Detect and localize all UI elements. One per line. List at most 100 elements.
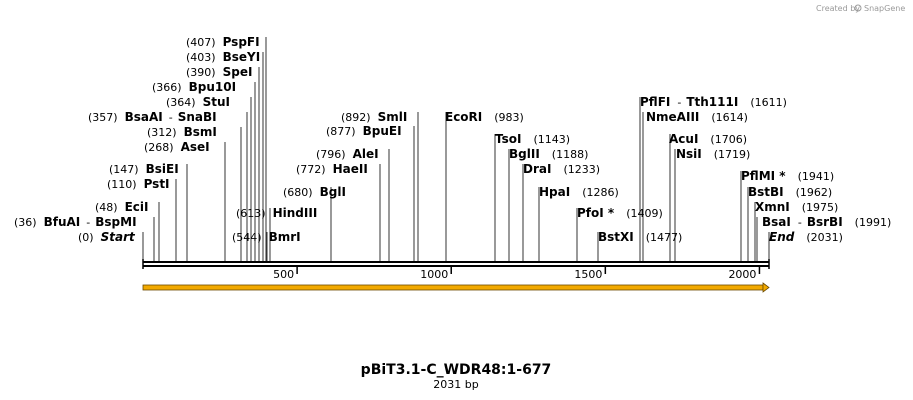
feature-arrow [142,282,770,293]
site-dash: - [677,96,681,109]
site-nsii: NsiI (1719) [674,147,751,261]
site-bsai: BsaI - BsrBI (1991) [756,215,891,261]
site-name: Bpu10I [189,80,236,94]
site-tsoi: TsoI (1143) [494,132,570,261]
site-dash: - [798,216,802,229]
site-xmni: XmnI (1975) [754,200,839,261]
ruler-tick-label: 1500 [574,268,602,281]
site-name: StuI [203,95,230,109]
site-psti: (110) PstI [107,177,177,261]
site-position: (772) [296,163,326,176]
site-name: PflMI * [741,169,786,183]
site-name: NsiI [676,147,702,161]
site-position: (48) [95,201,118,214]
site-acui: AcuI (1706) [669,132,747,261]
site-name: AseI [181,140,210,154]
site-name: EcoRI [445,110,482,124]
site-position: (1477) [646,231,683,244]
site-name: AcuI [669,132,698,146]
site-spei: (390) SpeI [186,65,260,261]
site-position: (364) [166,96,196,109]
site-bmri: (544) BmrI [232,230,301,261]
site-position: (1975) [802,201,839,214]
site-name: SmlI [378,110,408,124]
site-name: BstXI [598,230,634,244]
site-position: (1409) [626,207,663,220]
site-bstbi: BstBI (1962) [747,185,832,261]
site-name: PflFI [640,95,670,109]
site-bgli: (680) BglI [283,185,346,261]
ruler: 500 1000 1500 2000 [273,266,761,281]
site-dash: - [169,111,173,124]
site-name: XmnI [755,200,790,214]
site-end: End (2031) [768,230,843,261]
site-position: (390) [186,66,216,79]
site-position: (1143) [533,133,570,146]
site-name-2: BspMI [95,215,136,229]
site-name: Start [101,230,136,244]
site-position: (1719) [714,148,751,161]
site-bstxi: BstXI (1477) [597,230,683,261]
site-position: (544) [232,231,262,244]
site-position: (1706) [710,133,747,146]
ruler-tick-label: 2000 [728,268,756,281]
credit-text: Created by [816,4,860,13]
site-position: (1286) [582,186,619,199]
site-position: (357) [88,111,118,124]
site-position: (312) [147,126,177,139]
site-drai: DraI (1233) [522,162,600,261]
site-haeii: (772) HaeII [296,162,381,261]
site-name: BglI [320,185,346,199]
site-name: HindIII [273,206,318,220]
site-name: HpaI [539,185,570,199]
site-alei: (796) AleI [316,147,390,261]
map-title: pBiT3.1-C_WDR48:1-677 [361,362,552,378]
site-nmeaiii: NmeAIII (1614) [642,110,748,261]
site-name: NmeAIII [646,110,699,124]
site-position: (2031) [806,231,843,244]
site-name-2: SnaBI [178,110,217,124]
site-asei: (268) AseI [144,140,226,261]
site-hindiii: (613) HindIII [236,206,317,261]
site-pspfi: (407) PspFI [186,35,267,261]
site-position: (36) [14,216,37,229]
site-pflfi: PflFI - Tth111I (1611) [639,95,787,261]
site-bseyi: (403) BseYI [186,50,264,261]
site-position: (268) [144,141,174,154]
site-name: BsmI [184,125,217,139]
site-stui: (364) StuI [166,95,252,261]
site-ecori: EcoRI (983) [445,110,524,261]
site-position: (1611) [750,96,787,109]
site-position: (680) [283,186,313,199]
site-position: (877) [326,125,356,138]
site-bglii: BglII (1188) [508,147,589,261]
site-position: (892) [341,111,371,124]
site-name: PfoI * [577,206,615,220]
site-name-2: Tth111I [686,95,738,109]
snapgene-logo-icon [854,4,862,12]
site-bsiei: (147) BsiEI [109,162,188,261]
site-name: BseYI [223,50,261,64]
site-name: AleI [353,147,379,161]
site-name-2: BsrBI [807,215,843,229]
site-name: BstBI [748,185,784,199]
site-position: (366) [152,81,182,94]
site-position: (1614) [711,111,748,124]
site-position: (147) [109,163,139,176]
site-hpai: HpaI (1286) [538,185,619,261]
ruler-tick-label: 1000 [420,268,448,281]
ruler-tick-label: 500 [273,268,294,281]
site-pflmi: PflMI * (1941) [740,169,834,261]
site-bpu10i: (366) Bpu10I [152,80,256,261]
site-position: (1188) [552,148,589,161]
site-name: BglII [509,147,540,161]
site-name: BsaAI [125,110,163,124]
site-start: (0) Start [78,230,144,261]
site-name: End [769,230,795,244]
site-position: (110) [107,178,137,191]
site-bpuei: (877) BpuEI [326,124,415,261]
site-name: HaeII [333,162,368,176]
site-smli: (892) SmlI [341,110,419,261]
site-name: BfuAI [44,215,81,229]
